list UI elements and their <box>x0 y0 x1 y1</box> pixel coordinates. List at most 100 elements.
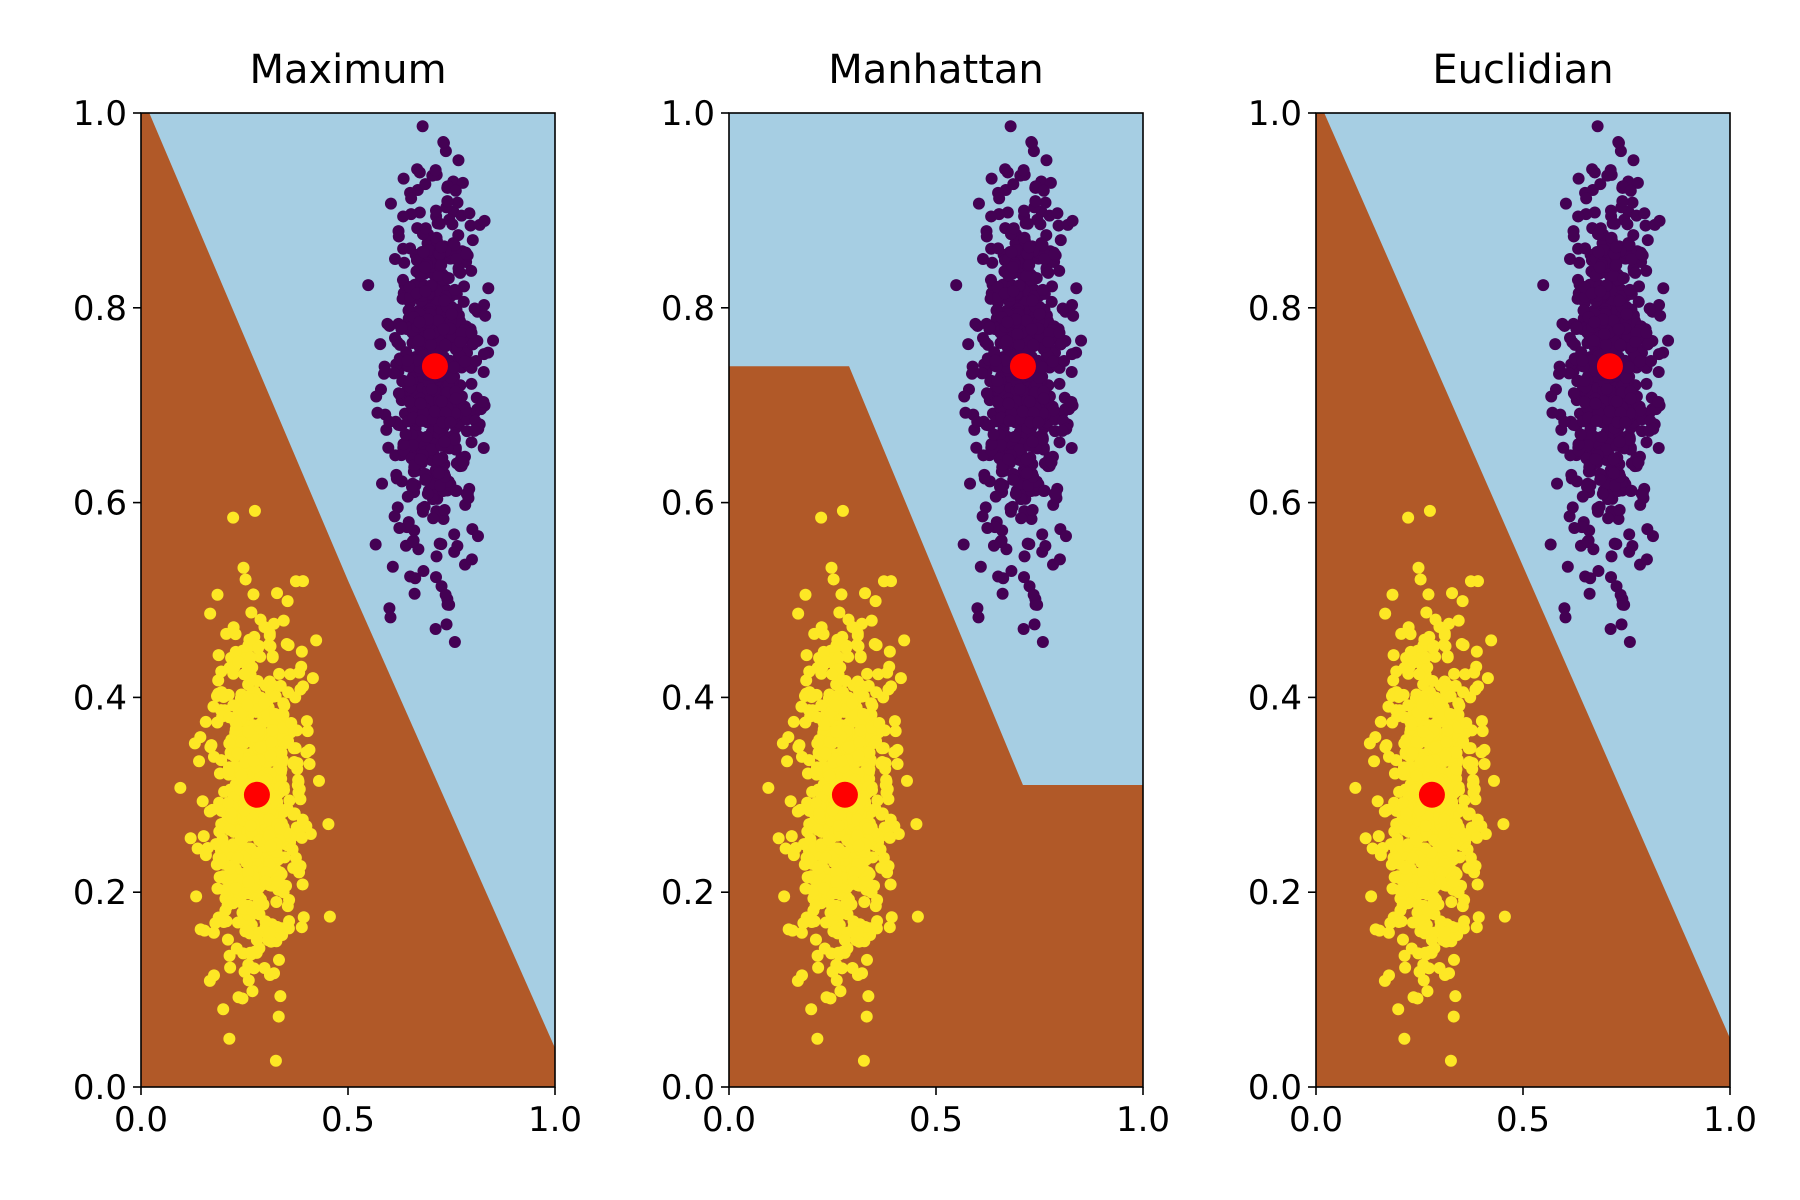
data-point <box>967 365 980 378</box>
data-point <box>1612 512 1625 525</box>
data-point <box>272 953 285 966</box>
data-point <box>221 899 234 912</box>
data-point <box>869 900 882 913</box>
data-point <box>199 849 212 862</box>
data-point <box>244 819 257 832</box>
data-point <box>1593 261 1606 274</box>
data-point <box>1005 246 1018 259</box>
data-point <box>1619 416 1632 429</box>
data-point <box>1608 537 1621 550</box>
data-point <box>1443 793 1456 806</box>
data-point <box>1054 234 1067 247</box>
data-point <box>1600 382 1613 395</box>
data-point <box>810 797 823 810</box>
data-point <box>454 266 467 279</box>
data-point <box>1039 539 1052 552</box>
data-point <box>826 668 839 681</box>
data-point <box>482 282 495 295</box>
data-point <box>1374 849 1387 862</box>
data-point <box>826 887 839 900</box>
data-point <box>1581 536 1594 549</box>
data-point <box>795 700 808 713</box>
data-point <box>401 490 414 503</box>
data-point <box>1428 942 1441 955</box>
data-point <box>1381 803 1394 816</box>
data-point <box>1600 338 1613 351</box>
data-point <box>369 538 382 551</box>
data-point <box>224 961 237 974</box>
data-point <box>1053 264 1066 277</box>
data-point <box>1037 184 1050 197</box>
data-point <box>437 512 450 525</box>
data-point <box>1398 711 1411 724</box>
data-point <box>412 334 425 347</box>
data-point <box>1065 365 1078 378</box>
data-point <box>223 1032 236 1045</box>
data-point <box>888 715 901 728</box>
data-point <box>848 866 861 879</box>
data-point <box>985 172 998 185</box>
data-point <box>1438 969 1451 982</box>
data-point <box>835 755 848 768</box>
data-point <box>1439 640 1452 653</box>
data-point <box>454 335 467 348</box>
data-point <box>432 269 445 282</box>
data-point <box>1567 387 1580 400</box>
data-point <box>1007 285 1020 298</box>
data-point <box>1622 361 1635 374</box>
data-point <box>419 285 432 298</box>
data-point <box>1447 953 1460 966</box>
data-point <box>1438 926 1451 939</box>
data-point <box>1396 933 1409 946</box>
data-point <box>1020 467 1033 480</box>
data-point <box>950 279 963 292</box>
data-point <box>1652 396 1665 409</box>
data-point <box>1652 348 1665 361</box>
data-point <box>1456 802 1469 815</box>
data-point <box>245 606 258 619</box>
data-point <box>1053 377 1066 390</box>
data-point <box>1349 781 1362 794</box>
data-point <box>1613 294 1626 307</box>
data-point <box>465 264 478 277</box>
data-point <box>1382 926 1395 939</box>
data-point <box>1544 538 1557 551</box>
data-point <box>1635 247 1648 260</box>
data-point <box>437 136 450 149</box>
data-point <box>389 252 402 265</box>
data-point <box>1475 746 1488 759</box>
data-point <box>1441 650 1454 663</box>
data-point <box>1059 530 1072 543</box>
data-point <box>815 511 828 524</box>
data-point <box>293 666 306 679</box>
centroid-point <box>1596 353 1623 380</box>
data-point <box>266 724 279 737</box>
data-point <box>1620 371 1633 384</box>
data-point <box>889 725 902 738</box>
data-point <box>1410 735 1423 748</box>
data-point <box>1007 178 1020 191</box>
y-tick-label: 0.4 <box>1248 678 1302 718</box>
data-point <box>1021 537 1034 550</box>
data-point <box>264 839 277 852</box>
data-point <box>1450 763 1463 776</box>
data-point <box>287 861 300 874</box>
data-point <box>430 550 443 563</box>
data-point <box>1070 282 1083 295</box>
data-point <box>1026 435 1039 448</box>
data-point <box>836 504 849 517</box>
data-point <box>445 371 458 384</box>
data-point <box>443 598 456 611</box>
data-point <box>439 338 452 351</box>
data-point <box>980 230 993 243</box>
data-point <box>818 719 831 732</box>
data-point <box>1631 176 1644 189</box>
data-point <box>1018 204 1031 217</box>
data-point <box>811 862 824 875</box>
data-point <box>1365 890 1378 903</box>
data-point <box>870 735 883 748</box>
data-point <box>381 317 394 330</box>
data-point <box>392 387 405 400</box>
data-point <box>978 472 991 485</box>
data-point <box>438 294 451 307</box>
